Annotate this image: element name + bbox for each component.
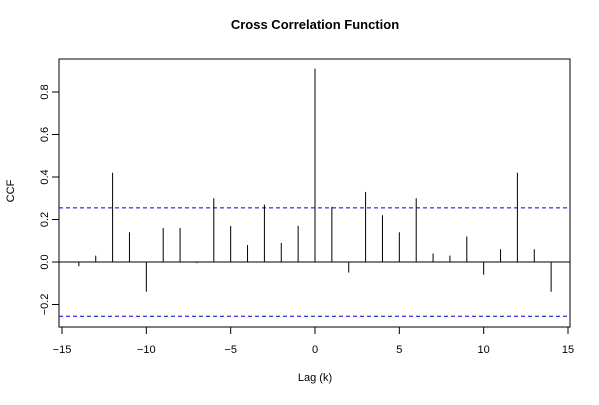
y-tick-label: 0.8	[39, 84, 51, 99]
x-tick-label: 0	[312, 344, 318, 356]
y-tick-label: 0.4	[39, 169, 51, 184]
x-tick-label: 5	[396, 344, 402, 356]
y-tick-label: 0.0	[39, 254, 51, 269]
y-axis-label: CCF	[5, 179, 17, 202]
ccf-bars	[78, 68, 552, 292]
x-tick-label: −5	[224, 344, 237, 356]
x-axis-label: Lag (k)	[298, 372, 332, 384]
x-tick-label: 10	[478, 344, 490, 356]
y-tick-label: 0.2	[39, 212, 51, 227]
y-tick-label: 0.6	[39, 127, 51, 142]
y-axis: −0.2 0.0 0.2 0.4 0.6 0.8	[39, 84, 60, 316]
x-tick-label: −15	[53, 344, 72, 356]
x-tick-label: 15	[562, 344, 574, 356]
y-tick-label: −0.2	[39, 294, 51, 316]
x-axis: −15 −10 −5 0 5 10 15	[53, 326, 574, 356]
chart-title: Cross Correlation Function	[231, 17, 399, 32]
x-tick-label: −10	[137, 344, 156, 356]
